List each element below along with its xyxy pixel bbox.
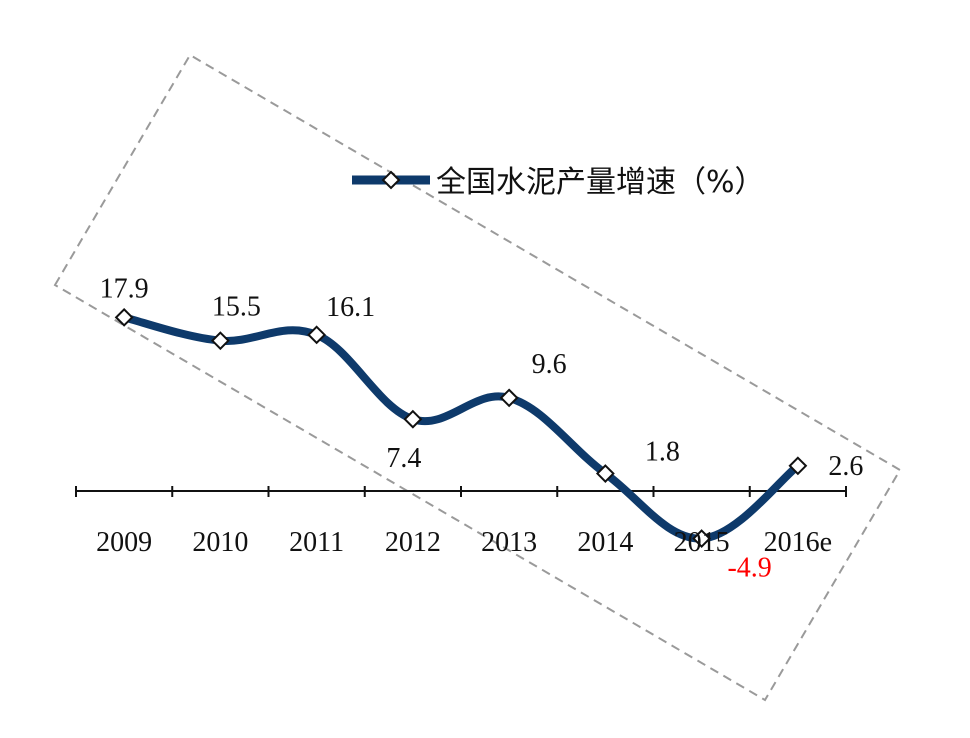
data-label: 17.9 (100, 273, 149, 304)
legend: 全国水泥产量增速（%） (352, 165, 765, 200)
x-tick-label: 2015 (674, 527, 730, 558)
x-tick-labels: 2009 2010 2011 2012 2013 2014 2015 2016e (96, 527, 832, 558)
x-tick-label: 2016e (764, 527, 832, 558)
x-tick-label: 2011 (289, 527, 344, 558)
data-label: 1.8 (645, 437, 680, 468)
x-tick-label: 2009 (96, 527, 152, 558)
x-tick-label: 2014 (577, 527, 633, 558)
data-label: 15.5 (212, 292, 261, 323)
data-label: 9.6 (532, 349, 567, 380)
data-point-marker (114, 307, 134, 327)
annotation-box (53, 53, 902, 702)
data-label: -4.9 (727, 553, 771, 584)
data-labels: 17.9 15.5 16.1 7.4 9.6 1.8 -4.9 2.6 (100, 273, 864, 583)
data-point-marker (403, 409, 423, 429)
data-point-marker (210, 331, 230, 351)
x-tick-label: 2013 (481, 527, 537, 558)
data-point-marker (307, 325, 327, 345)
data-point-marker (499, 388, 519, 408)
legend-label: 全国水泥产量增速（%） (436, 165, 765, 200)
data-point-marker (595, 464, 615, 483)
x-tick-label: 2010 (192, 527, 248, 558)
legend-marker-swatch (381, 170, 401, 190)
series-markers (114, 307, 808, 548)
x-tick-label: 2012 (385, 527, 441, 558)
data-point-marker (788, 456, 808, 476)
series-line (120, 313, 802, 543)
data-label: 2.6 (828, 451, 863, 482)
data-label: 7.4 (386, 443, 421, 474)
x-axis (75, 486, 847, 497)
data-label: 16.1 (326, 292, 375, 323)
data-point-marker (692, 529, 712, 548)
